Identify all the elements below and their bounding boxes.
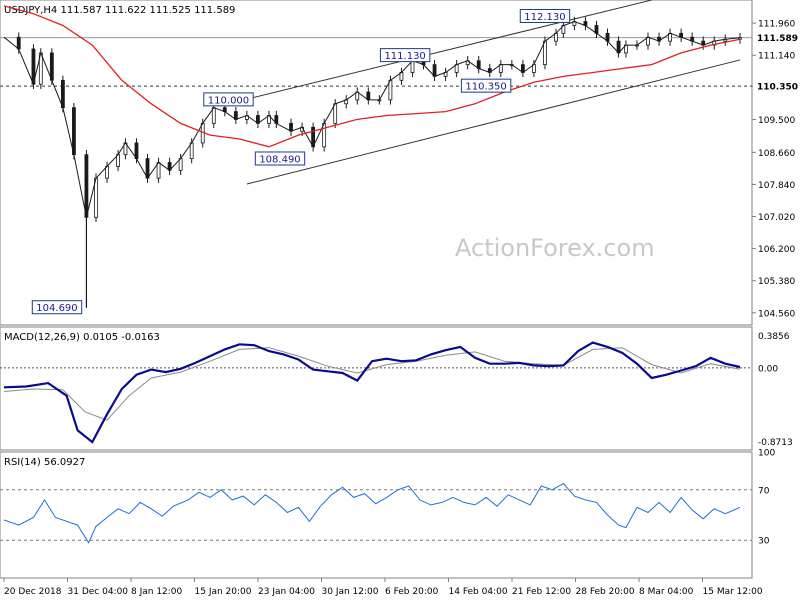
candle-body bbox=[72, 107, 76, 156]
x-axis-label: 15 Mar 12:00 bbox=[703, 587, 763, 597]
rsi-panel bbox=[0, 451, 753, 579]
price-panel bbox=[0, 0, 753, 326]
x-axis-label: 8 Jan 12:00 bbox=[131, 587, 183, 597]
macd-axis-label: 0.3856 bbox=[758, 332, 790, 342]
macd-axis-label: -0.8713 bbox=[758, 438, 793, 448]
annotation-label: 110.350 bbox=[465, 82, 506, 93]
candle-body bbox=[289, 122, 293, 132]
rsi-axis-label: 100 bbox=[758, 449, 775, 459]
macd-line bbox=[3, 341, 741, 444]
x-axis-label: 21 Feb 12:00 bbox=[512, 587, 571, 597]
price-axis-label: 107.840 bbox=[758, 181, 795, 191]
candle-body bbox=[388, 79, 393, 101]
candle-body bbox=[16, 36, 21, 50]
rsi-title: RSI(14) 56.0927 bbox=[4, 457, 85, 468]
x-axis-label: 23 Jan 04:00 bbox=[258, 587, 315, 597]
x-axis-label: 15 Jan 20:00 bbox=[195, 587, 252, 597]
macd-axis-label: 0.00 bbox=[758, 364, 778, 374]
candle-body bbox=[322, 122, 327, 148]
price-axis-label: 111.140 bbox=[758, 52, 795, 62]
x-axis-label: 8 Mar 04:00 bbox=[639, 587, 694, 597]
x-axis-label: 14 Feb 04:00 bbox=[449, 587, 508, 597]
annotation-box bbox=[460, 78, 512, 93]
annotation-box bbox=[379, 48, 431, 63]
candle-body bbox=[60, 79, 65, 109]
candle-body bbox=[333, 103, 338, 124]
annotation-label: 110.000 bbox=[208, 95, 249, 106]
rsi-line bbox=[3, 482, 741, 544]
watermark: ActionForex.com bbox=[455, 234, 655, 262]
price-axis-label: 109.500 bbox=[758, 116, 795, 126]
candle-body bbox=[49, 52, 54, 81]
price-axis-label: 108.660 bbox=[758, 149, 795, 159]
axes-layer: 111.960 111.140 110.350 109.500 108.660 107.8… bbox=[3, 20, 799, 597]
price-annotation: 111.130 bbox=[379, 48, 431, 63]
x-axis-label: 20 Dec 2018 bbox=[4, 587, 62, 597]
price-annotation: 108.490 bbox=[254, 151, 306, 166]
support-tag-bg bbox=[753, 80, 799, 93]
annotation-box bbox=[254, 151, 306, 166]
annotation-box bbox=[519, 8, 571, 23]
rsi-layer bbox=[0, 482, 752, 544]
price-layer: 112.130 111.130 110.000 110.350 108.490 104.6… bbox=[0, 0, 752, 315]
price-annotation: 110.350 bbox=[460, 78, 512, 93]
x-axis-label: 6 Feb 20:00 bbox=[385, 587, 439, 597]
x-axis-label: 30 Jan 12:00 bbox=[322, 587, 379, 597]
annotation-label: 104.690 bbox=[36, 303, 77, 314]
support-tag-text: 110.350 bbox=[757, 83, 798, 93]
channel-upper-line bbox=[246, 0, 652, 100]
macd-panel bbox=[0, 326, 753, 451]
last-price-tag-bg bbox=[753, 31, 799, 44]
price-line bbox=[3, 21, 741, 218]
price-axis-label: 111.960 bbox=[758, 20, 795, 30]
candle-body bbox=[145, 158, 150, 179]
macd-title: MACD(12,26,9) 0.0105 -0.0163 bbox=[4, 332, 160, 343]
price-axis-label: 106.200 bbox=[758, 245, 795, 255]
x-axis-label: 31 Dec 04:00 bbox=[68, 587, 129, 597]
last-price-tag: 111.589 bbox=[753, 31, 799, 44]
annotation-box bbox=[203, 92, 254, 107]
price-axis-label: 105.380 bbox=[758, 277, 795, 287]
rsi-axis-label: 70 bbox=[758, 486, 770, 496]
support-tag: 110.350 bbox=[753, 80, 799, 93]
annotation-label: 108.490 bbox=[259, 154, 300, 165]
price-annotation: 104.690 bbox=[31, 300, 83, 315]
annotation-label: 111.130 bbox=[384, 51, 425, 62]
candle-body bbox=[738, 37, 742, 40]
price-annotation: 112.130 bbox=[519, 8, 571, 23]
annotation-box bbox=[31, 300, 83, 315]
macd-layer bbox=[0, 341, 752, 444]
candle-body bbox=[543, 40, 547, 66]
price-chart-title: USDJPY,H4 111.587 111.622 111.525 111.58… bbox=[4, 5, 235, 16]
price-axis-label: 107.020 bbox=[758, 213, 795, 223]
annotation-label: 112.130 bbox=[524, 12, 565, 23]
x-axis-label: 28 Feb 20:00 bbox=[576, 587, 635, 597]
last-price-tag-text: 111.589 bbox=[757, 34, 798, 44]
price-axis-label: 104.560 bbox=[758, 309, 795, 319]
rsi-axis-label: 30 bbox=[758, 537, 770, 547]
price-annotation: 110.000 bbox=[203, 92, 254, 107]
channel-lower-line bbox=[246, 59, 741, 185]
moving-average-line bbox=[3, 5, 741, 148]
